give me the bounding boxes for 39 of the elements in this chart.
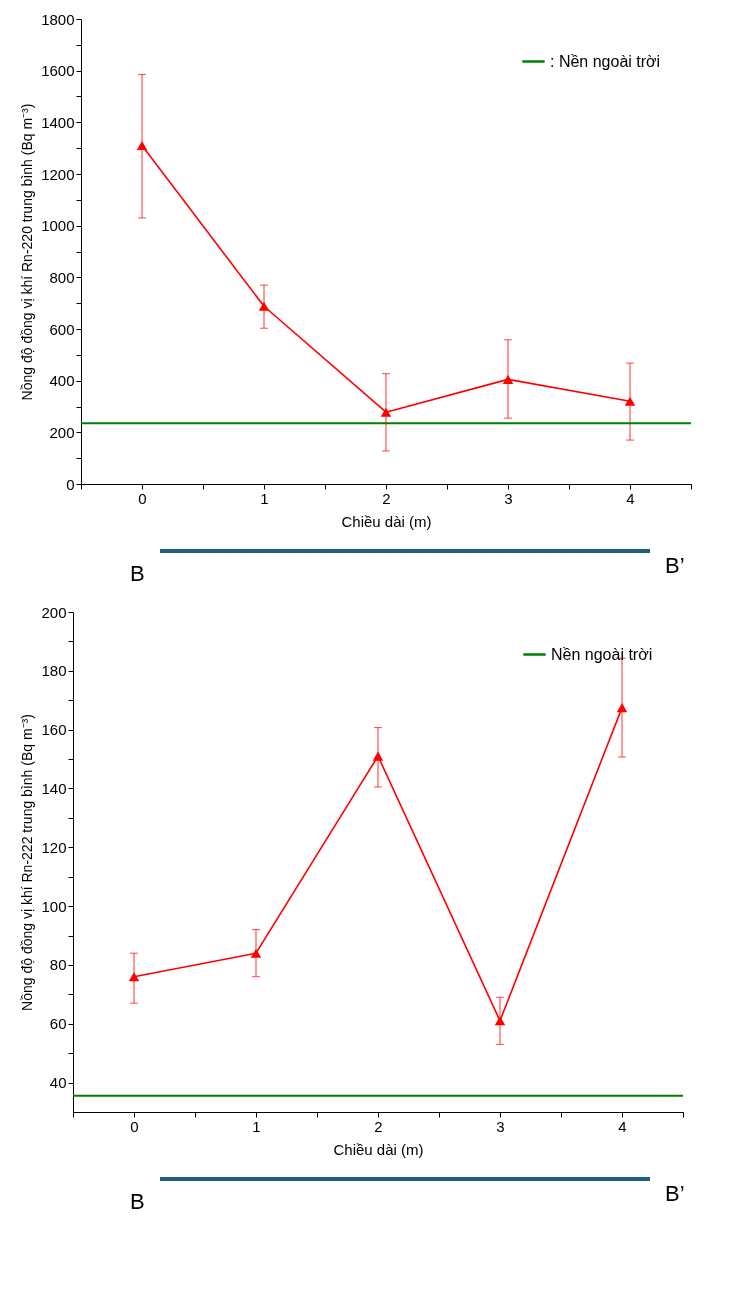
y-tick-label: 400 [49,372,75,390]
x-tick-label: 3 [504,489,513,507]
x-axis-title: Chiều dài (m) [341,512,432,530]
y-axis-title: Nồng độ đồng vị khí Rn-222 trung bình (Bq m⁻³) [19,714,36,1011]
legend-label: Nền ngoài trời [551,645,653,663]
x-tick-label: 0 [130,1117,139,1135]
text: B’ [665,1181,685,1207]
y-tick-label: 0 [66,475,75,493]
x-tick-label: 2 [382,489,391,507]
y-tick-label: 600 [49,320,75,338]
y-tick-label: 160 [41,721,67,739]
y-tick-label: 1600 [41,62,75,80]
text: B [130,1189,145,1215]
y-tick-label: 80 [49,956,67,974]
y-tick-label: 60 [49,1015,67,1033]
y-tick-label: 1800 [41,10,75,28]
x-tick-label: 4 [626,489,635,507]
x-tick-label: 3 [496,1117,505,1135]
y-tick-label: 1400 [41,113,75,131]
y-tick-label: 200 [41,603,67,621]
x-tick-label: 1 [252,1117,261,1135]
x-tick-label: 2 [374,1117,383,1135]
x-tick-label: 0 [138,489,147,507]
y-tick-label: 180 [41,662,67,680]
y-tick-label: 200 [49,423,75,441]
x-tick-label: 1 [260,489,269,507]
y-tick-label: 100 [41,897,67,915]
text: B [130,561,145,587]
x-axis-title: Chiều dài (m) [333,1140,424,1158]
text: B’ [665,553,685,579]
y-tick-label: 1200 [41,165,75,183]
y-tick-label: 800 [49,268,75,286]
y-tick-label: 40 [49,1074,67,1092]
y-axis-title: Nồng độ đồng vị khí Rn-220 trung bình (Bq m⁻³) [19,103,36,401]
y-tick-label: 1000 [41,217,75,235]
y-tick-label: 140 [41,779,67,797]
y-tick-label: 120 [41,838,67,856]
legend-label: : Nền ngoài trời [550,52,661,70]
x-tick-label: 4 [618,1117,627,1135]
